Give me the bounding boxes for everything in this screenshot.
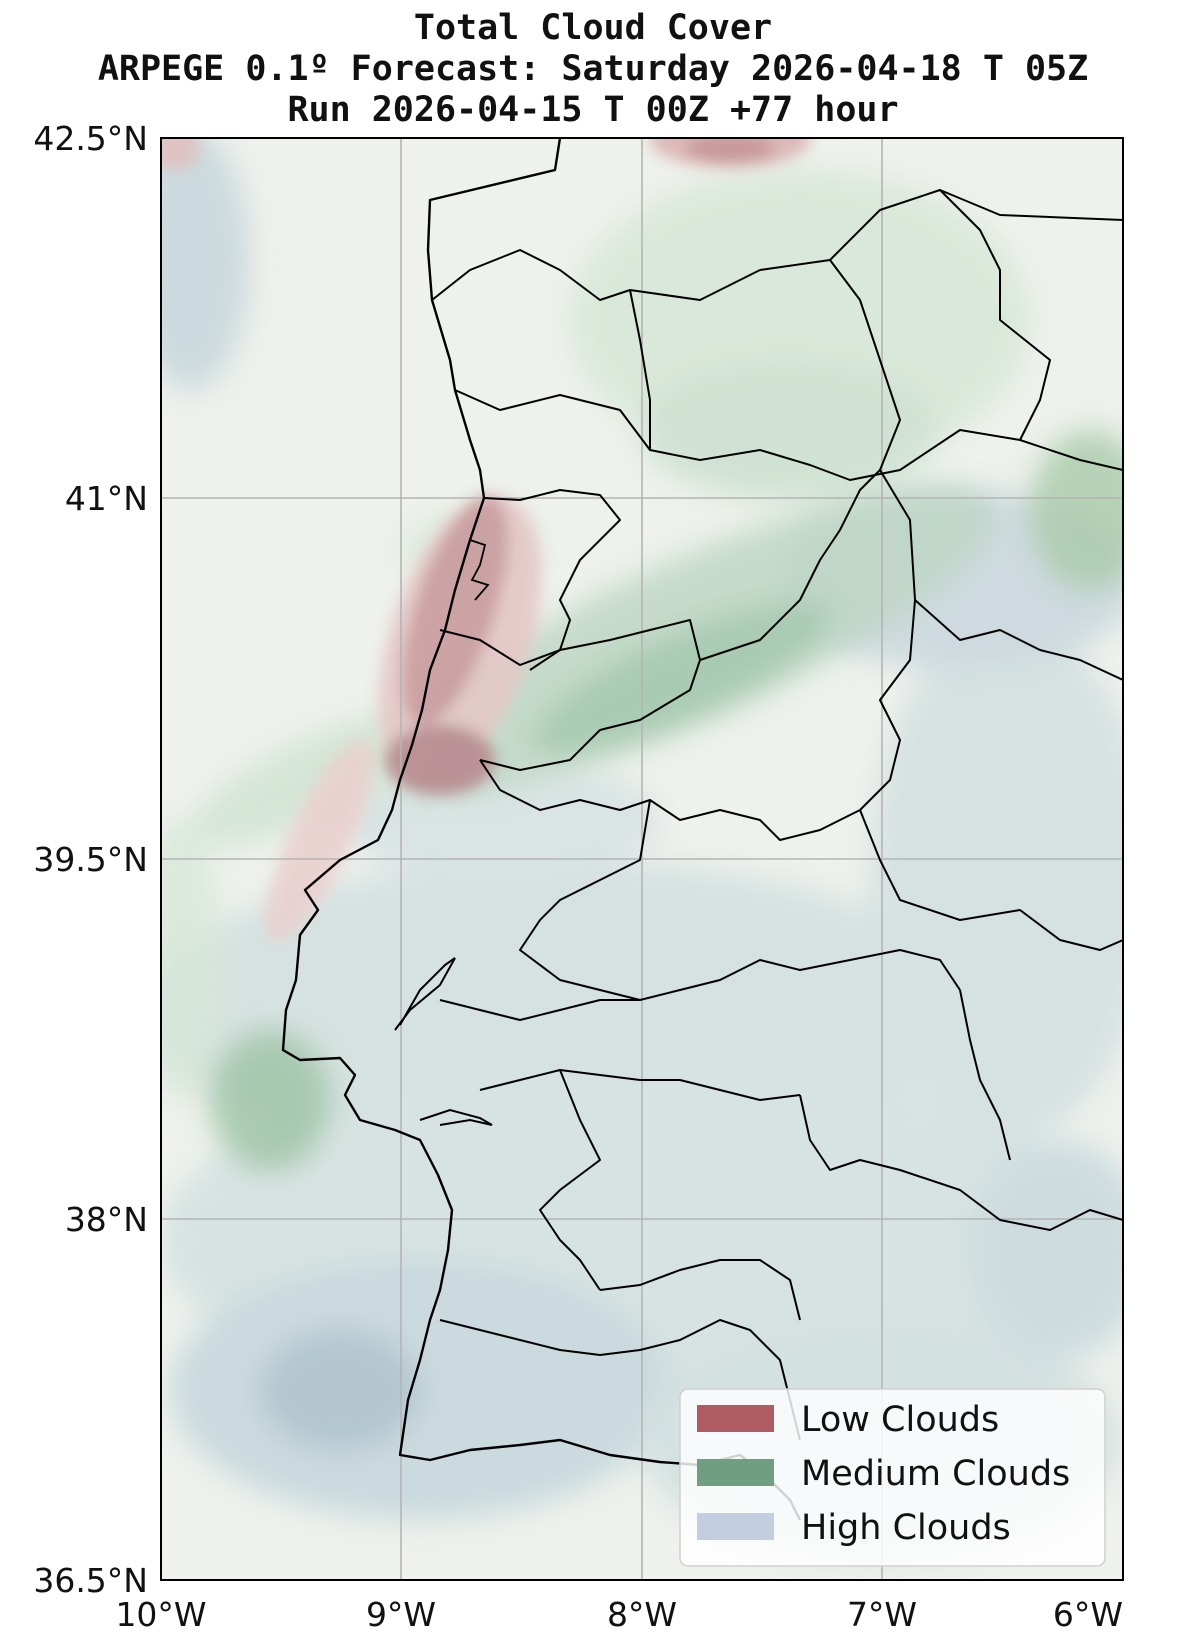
- map-frame: [160, 137, 1124, 1581]
- lat-label-39-5: 39.5°N: [33, 840, 148, 879]
- lon-label-6w: 6°W: [1053, 1595, 1123, 1634]
- boundary-centre-5: [479, 759, 651, 1001]
- boundary-south-2: [479, 1069, 801, 1101]
- boundary-north-4: [829, 259, 901, 471]
- boundary-centre-2: [439, 619, 701, 771]
- lon-label-10w: 10°W: [115, 1595, 206, 1634]
- title-line-3: Run 2026-04-15 T 00Z +77 hour: [287, 90, 899, 130]
- cloud-cover-field: Low Clouds Medium Clouds High Clouds: [161, 138, 1123, 1580]
- lon-label-9w: 9°W: [366, 1595, 436, 1634]
- boundary-centre-6: [914, 599, 1123, 681]
- boundary-centre-4: [649, 469, 916, 841]
- legend-label-high: High Clouds: [801, 1508, 1011, 1548]
- graticule: [161, 138, 1123, 1580]
- lat-label-36-5: 36.5°N: [33, 1561, 148, 1600]
- title-line-1: Total Cloud Cover: [413, 8, 773, 48]
- aveiro-lagoon: [469, 539, 490, 601]
- region-boundaries: [431, 189, 1123, 1441]
- boundary-south-4: [799, 1094, 1123, 1231]
- map-title: Total Cloud Cover ARPEGE 0.1º Forecast: …: [0, 8, 1186, 131]
- boundary-north-3: [629, 289, 651, 450]
- lat-tick-labels: 42.5°N 41°N 39.5°N 38°N 36.5°N: [33, 119, 148, 1600]
- lat-label-42-5: 42.5°N: [33, 119, 148, 158]
- legend-label-low: Low Clouds: [801, 1400, 999, 1440]
- legend: Low Clouds Medium Clouds High Clouds: [679, 1388, 1106, 1567]
- boundary-north-2: [454, 389, 1123, 481]
- lon-label-8w: 8°W: [607, 1595, 677, 1634]
- boundary-south-7: [959, 989, 1011, 1161]
- legend-box: [679, 1388, 1106, 1567]
- legend-label-medium: Medium Clouds: [801, 1454, 1070, 1494]
- boundary-centre-3: [699, 469, 881, 661]
- medium-cloud-layer: [161, 170, 1123, 1170]
- lon-tick-labels: 10°W 9°W 8°W 7°W 6°W: [115, 1595, 1123, 1634]
- boundary-south-1: [439, 949, 961, 1021]
- boundary-north-5: [939, 189, 1051, 441]
- legend-swatch-high: [697, 1513, 774, 1540]
- lat-label-41: 41°N: [65, 479, 148, 518]
- title-line-2: ARPEGE 0.1º Forecast: Saturday 2026-04-1…: [97, 49, 1089, 89]
- legend-swatch-low: [697, 1405, 774, 1432]
- lat-label-38: 38°N: [65, 1200, 148, 1239]
- boundary-south-6: [599, 1259, 801, 1321]
- boundary-centre-1: [483, 489, 621, 671]
- low-cloud-layer: [161, 138, 810, 941]
- tagus-estuary: [394, 957, 456, 1031]
- boundary-south-5: [439, 1319, 801, 1441]
- portugal-coastline: [281, 138, 802, 1521]
- legend-swatch-medium: [697, 1459, 774, 1486]
- sado-estuary: [419, 1108, 493, 1126]
- boundary-centre-7: [859, 809, 1123, 951]
- lon-label-7w: 7°W: [847, 1595, 917, 1634]
- boundary-south-3: [539, 1069, 601, 1291]
